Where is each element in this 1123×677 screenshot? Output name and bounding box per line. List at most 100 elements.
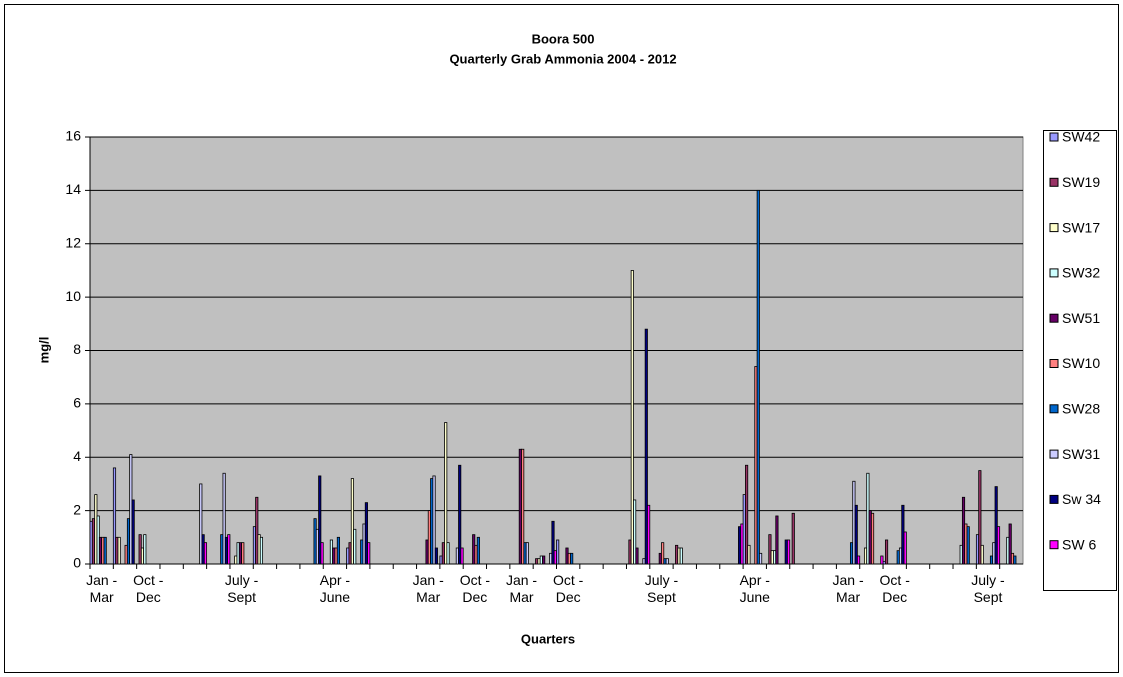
x-tick-label: July - Sept bbox=[224, 572, 259, 605]
y-axis-title: mg/l bbox=[36, 337, 51, 364]
bar bbox=[117, 536, 121, 565]
y-tick-label: 16 bbox=[65, 128, 81, 144]
y-tick-label: 8 bbox=[73, 341, 81, 357]
bar bbox=[880, 555, 884, 565]
bar bbox=[553, 550, 557, 565]
y-tick-label: 6 bbox=[73, 395, 81, 411]
legend-swatch bbox=[1049, 132, 1059, 142]
legend-label: SW 6 bbox=[1062, 536, 1096, 552]
bar bbox=[227, 534, 231, 565]
y-tick-label: 12 bbox=[65, 234, 81, 250]
bar bbox=[259, 536, 264, 565]
x-tick-label: July - Sept bbox=[644, 572, 679, 605]
x-tick-label: Jan - Mar bbox=[832, 572, 864, 605]
legend-swatch bbox=[1049, 449, 1059, 459]
bar bbox=[432, 475, 436, 565]
bar bbox=[131, 499, 135, 565]
bar bbox=[745, 464, 749, 565]
legend-label: SW31 bbox=[1062, 446, 1100, 462]
bar bbox=[444, 422, 448, 565]
bar bbox=[740, 523, 744, 565]
bar bbox=[551, 520, 555, 565]
x-tick-label: July - Sept bbox=[971, 572, 1005, 605]
bar bbox=[112, 467, 117, 565]
bar bbox=[856, 555, 861, 565]
y-tick-label: 0 bbox=[73, 555, 81, 571]
bar bbox=[521, 448, 525, 565]
legend-label: SW28 bbox=[1062, 401, 1100, 417]
bar bbox=[570, 552, 574, 565]
y-tick-label: 2 bbox=[73, 501, 81, 517]
y-tick-label: 14 bbox=[65, 181, 81, 197]
bar bbox=[775, 515, 779, 565]
bar bbox=[996, 526, 1001, 565]
x-tick-label: Jan - Mar bbox=[505, 572, 538, 605]
bar bbox=[1008, 523, 1012, 565]
x-tick-label: Oct - Dec bbox=[879, 572, 910, 605]
bar bbox=[756, 189, 760, 565]
legend-swatch bbox=[1049, 313, 1059, 323]
bar bbox=[525, 542, 529, 565]
legend-label: SW42 bbox=[1062, 129, 1100, 145]
bar bbox=[644, 328, 648, 565]
x-tick-label: Jan - Mar bbox=[86, 572, 118, 605]
x-tick-label: Oct - Dec bbox=[133, 572, 164, 605]
bar bbox=[980, 544, 984, 565]
legend-swatch bbox=[1049, 359, 1059, 368]
x-tick-label: Apr - June bbox=[319, 572, 351, 605]
bar bbox=[759, 552, 763, 565]
legend-label: SW10 bbox=[1062, 355, 1100, 371]
bar bbox=[542, 555, 546, 565]
bar bbox=[318, 475, 322, 565]
legend-label: SW32 bbox=[1062, 265, 1100, 281]
bar bbox=[647, 504, 651, 565]
bar bbox=[336, 536, 340, 565]
bar bbox=[222, 472, 226, 565]
legend-swatch bbox=[1049, 540, 1059, 550]
bar bbox=[476, 536, 480, 565]
bar bbox=[679, 547, 683, 565]
bar bbox=[791, 512, 795, 565]
bar bbox=[747, 544, 751, 565]
legend-label: SW17 bbox=[1062, 219, 1100, 235]
x-tick-label: Jan - Mar bbox=[412, 572, 444, 605]
bar bbox=[768, 534, 772, 565]
x-tick-label: Oct - Dec bbox=[459, 572, 491, 605]
bar bbox=[870, 512, 875, 565]
chart-title: Boora 500 bbox=[532, 31, 595, 46]
bar bbox=[367, 542, 371, 565]
bar bbox=[661, 542, 665, 565]
y-tick-label: 4 bbox=[73, 448, 81, 464]
legend-swatch bbox=[1049, 223, 1059, 233]
legend-swatch bbox=[1049, 177, 1059, 187]
bar bbox=[103, 536, 107, 565]
bar bbox=[903, 531, 907, 565]
bar bbox=[854, 504, 858, 565]
legend-label: Sw 34 bbox=[1062, 491, 1101, 507]
bar bbox=[966, 526, 970, 565]
x-axis-title: Quarters bbox=[521, 631, 575, 646]
chart-subtitle: Quarterly Grab Ammonia 2004 - 2012 bbox=[449, 51, 676, 66]
bar bbox=[434, 547, 438, 565]
bar bbox=[1013, 555, 1017, 565]
legend-label: SW19 bbox=[1062, 174, 1100, 190]
bar bbox=[635, 547, 639, 565]
bar bbox=[143, 534, 147, 565]
bar bbox=[255, 496, 259, 565]
bar bbox=[364, 502, 368, 565]
bar bbox=[665, 558, 669, 565]
bar bbox=[884, 539, 889, 565]
bar bbox=[787, 539, 791, 565]
legend-swatch bbox=[1049, 494, 1059, 504]
bar bbox=[630, 270, 634, 565]
bar bbox=[353, 528, 357, 565]
legend-swatch bbox=[1049, 404, 1059, 414]
bar bbox=[203, 542, 208, 565]
bar bbox=[350, 478, 354, 565]
y-tick-label: 10 bbox=[65, 288, 81, 304]
bar bbox=[199, 483, 203, 565]
bar bbox=[241, 542, 245, 565]
x-tick-label: Apr - June bbox=[739, 572, 770, 605]
